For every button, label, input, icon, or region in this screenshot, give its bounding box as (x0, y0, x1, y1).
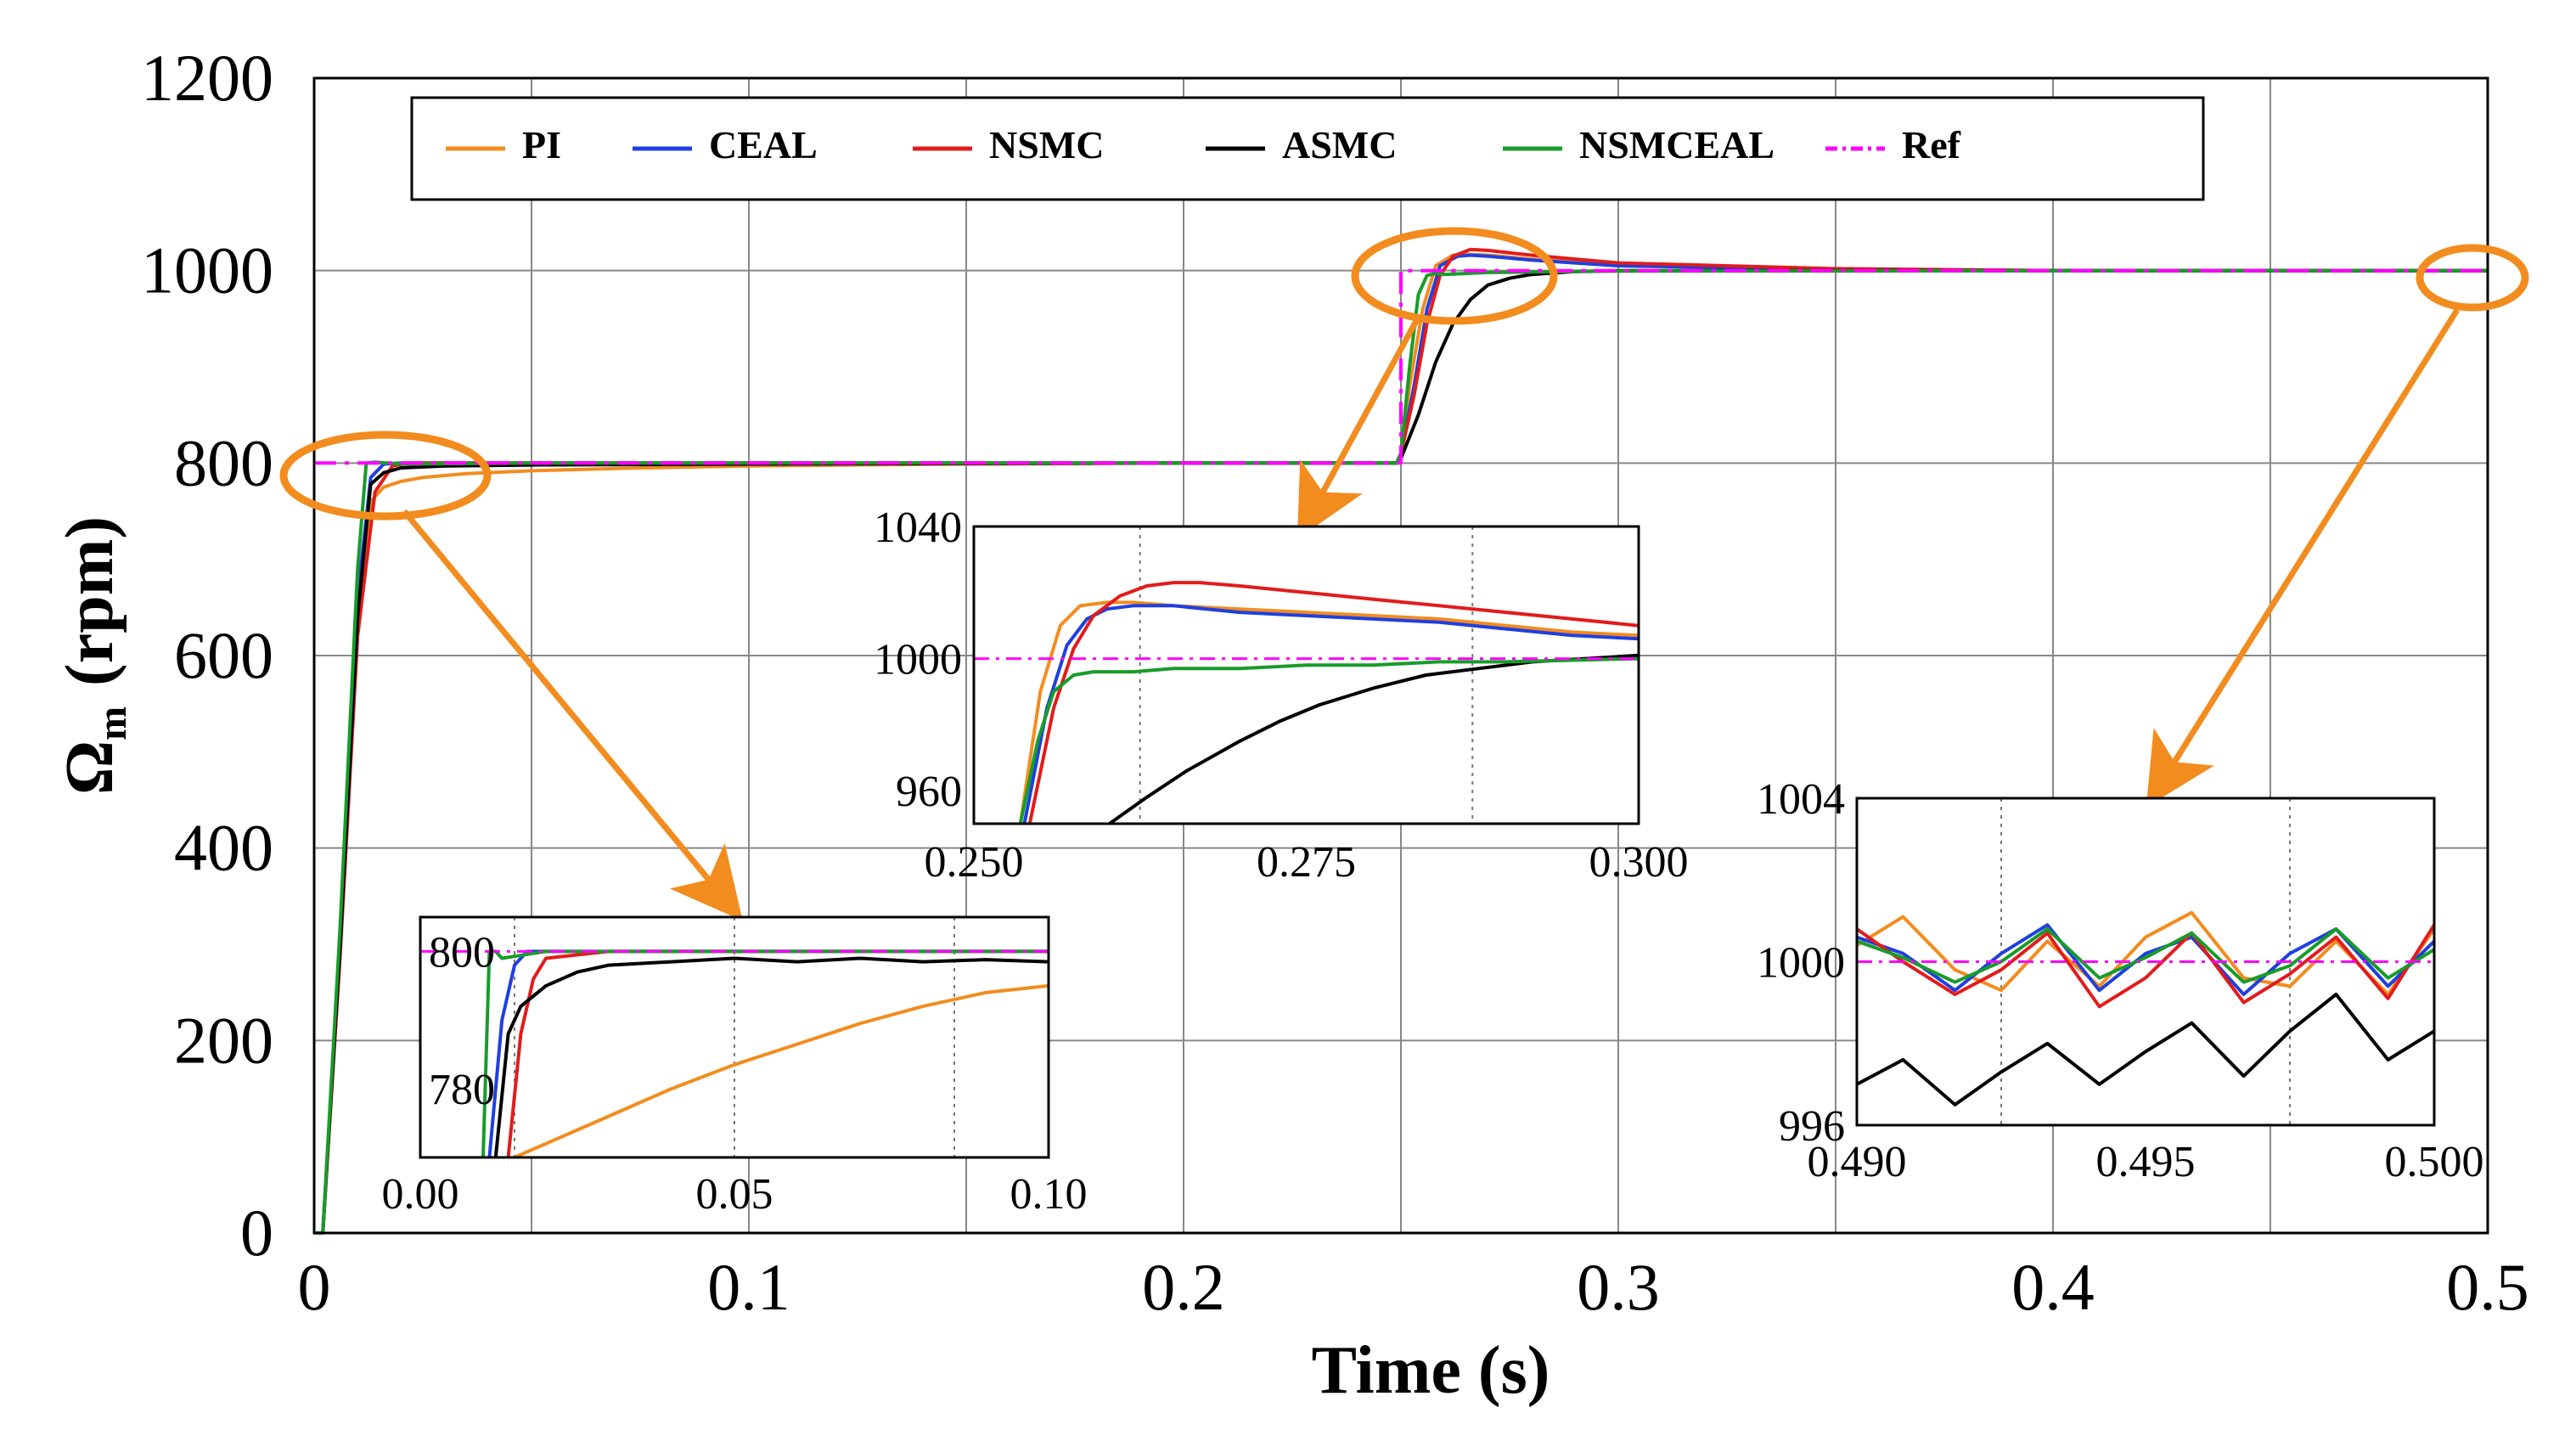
inset3-line-nsmc (1857, 924, 2434, 1009)
inset3-line-pi (1857, 910, 2434, 996)
zoom-ellipse-steady (2416, 244, 2529, 312)
inset-startup: 0.00 0.05 0.10 780 800 (382, 915, 1088, 1219)
inset2-line-nsmceal (1018, 656, 1639, 824)
inset1-series-group (420, 949, 1049, 1157)
inset2-x-tick-label: 0.300 (1589, 838, 1689, 887)
inset2-y-tick-label: 960 (896, 768, 962, 816)
zoom-ellipse-startup (279, 431, 492, 521)
inset3-y-tick-label: 996 (1779, 1102, 1845, 1151)
legend: PI CEAL NSMC ASMC NSMCEAL Ref (410, 96, 2205, 201)
y-tick-label: 1000 (141, 234, 273, 307)
x-tick-label: 0.2 (1142, 1250, 1225, 1324)
inset3-x-tick-label: 0.495 (2096, 1138, 2196, 1186)
zoom-ellipse-step (1351, 227, 1558, 325)
legend-label-asmc: ASMC (1282, 123, 1397, 166)
inset3-line-asmc (1857, 993, 2434, 1106)
y-tick-label: 600 (174, 618, 273, 692)
inset-step: 0.250 0.275 0.300 960 1000 1040 (874, 504, 1689, 887)
inset2-background (974, 526, 1639, 824)
inset1-line-pi (514, 983, 1049, 1157)
inset1-x-tick-label: 0.10 (1010, 1170, 1088, 1219)
legend-label-ceal: CEAL (709, 123, 818, 166)
inset-steady-state: 0.490 0.495 0.500 996 1000 1004 (1757, 775, 2484, 1186)
inset2-frame (972, 525, 1640, 825)
inset1-y-tick-label: 800 (429, 928, 495, 977)
zoom-annotations (279, 227, 2529, 921)
inset1-frame (419, 915, 1050, 1159)
inset3-x-tick-label: 0.500 (2385, 1138, 2484, 1186)
zoom-arrow-startup (402, 509, 743, 921)
y-axis-label: Ωm (rpm) (53, 516, 135, 795)
series-line-ref (314, 268, 2488, 465)
x-tick-label: 0.4 (2011, 1250, 2095, 1324)
inset2-y-tick-label: 1000 (874, 636, 962, 684)
inset1-x-tick-label: 0.00 (382, 1170, 459, 1219)
inset2-series-group (974, 581, 1639, 824)
inset3-y-tick-label: 1004 (1757, 775, 1845, 824)
y-axis-label-subscript: m (90, 707, 135, 740)
inset2-y-tick-label: 1040 (874, 504, 962, 552)
y-tick-label: 200 (174, 1003, 273, 1077)
y-axis-label-symbol: Ω (53, 740, 127, 795)
legend-label-ref: Ref (1902, 123, 1961, 166)
zoom-arrow-step (1296, 319, 1420, 539)
x-tick-label: 0 (298, 1250, 331, 1324)
legend-label-pi: PI (522, 123, 561, 166)
legend-label-nsmceal: NSMCEAL (1579, 123, 1775, 166)
inset2-line-ceal (1022, 604, 1639, 824)
inset1-y-tick-label: 780 (429, 1066, 495, 1114)
inset3-x-tick-label: 0.490 (1808, 1138, 1907, 1186)
x-tick-label: 0.3 (1577, 1250, 1660, 1324)
x-tick-label: 0.5 (2446, 1250, 2529, 1324)
y-tick-label: 1200 (141, 41, 273, 115)
inset3-line-nsmceal (1857, 927, 2434, 984)
legend-label-nsmc: NSMC (989, 123, 1104, 166)
main-plot-frame (312, 76, 2489, 1235)
inset3-frame (1855, 797, 2436, 1127)
inset3-background (1857, 798, 2434, 1125)
inset2-x-tick-label: 0.275 (1257, 838, 1356, 887)
inset2-x-tick-label: 0.250 (925, 838, 1024, 887)
zoom-arrow-steady (2146, 308, 2460, 808)
inset3-series-group (1857, 910, 2434, 1106)
inset1-x-tick-label: 0.05 (696, 1170, 773, 1219)
y-tick-label: 0 (240, 1196, 273, 1270)
svg-text:Ωm(rpm): Ωm (rpm) (53, 516, 135, 795)
y-tick-label: 800 (174, 425, 273, 499)
y-tick-label: 400 (174, 811, 273, 885)
x-tick-label: 0.1 (707, 1250, 790, 1324)
series-line-nsmceal (314, 268, 2489, 1235)
y-axis-label-unit: (rpm) (53, 516, 127, 686)
main-series-group (314, 247, 2489, 1235)
main-tick-labels: 0 0.1 0.2 0.3 0.4 0.5 0 200 400 600 800 1000 1200 (141, 41, 2529, 1324)
inset1-line-asmc (493, 956, 1049, 1157)
x-axis-label: Time (s) (1312, 1333, 1550, 1408)
inset3-y-tick-label: 1000 (1757, 939, 1845, 988)
legend-box (410, 96, 2205, 201)
inset2-line-nsmc (1027, 581, 1639, 824)
